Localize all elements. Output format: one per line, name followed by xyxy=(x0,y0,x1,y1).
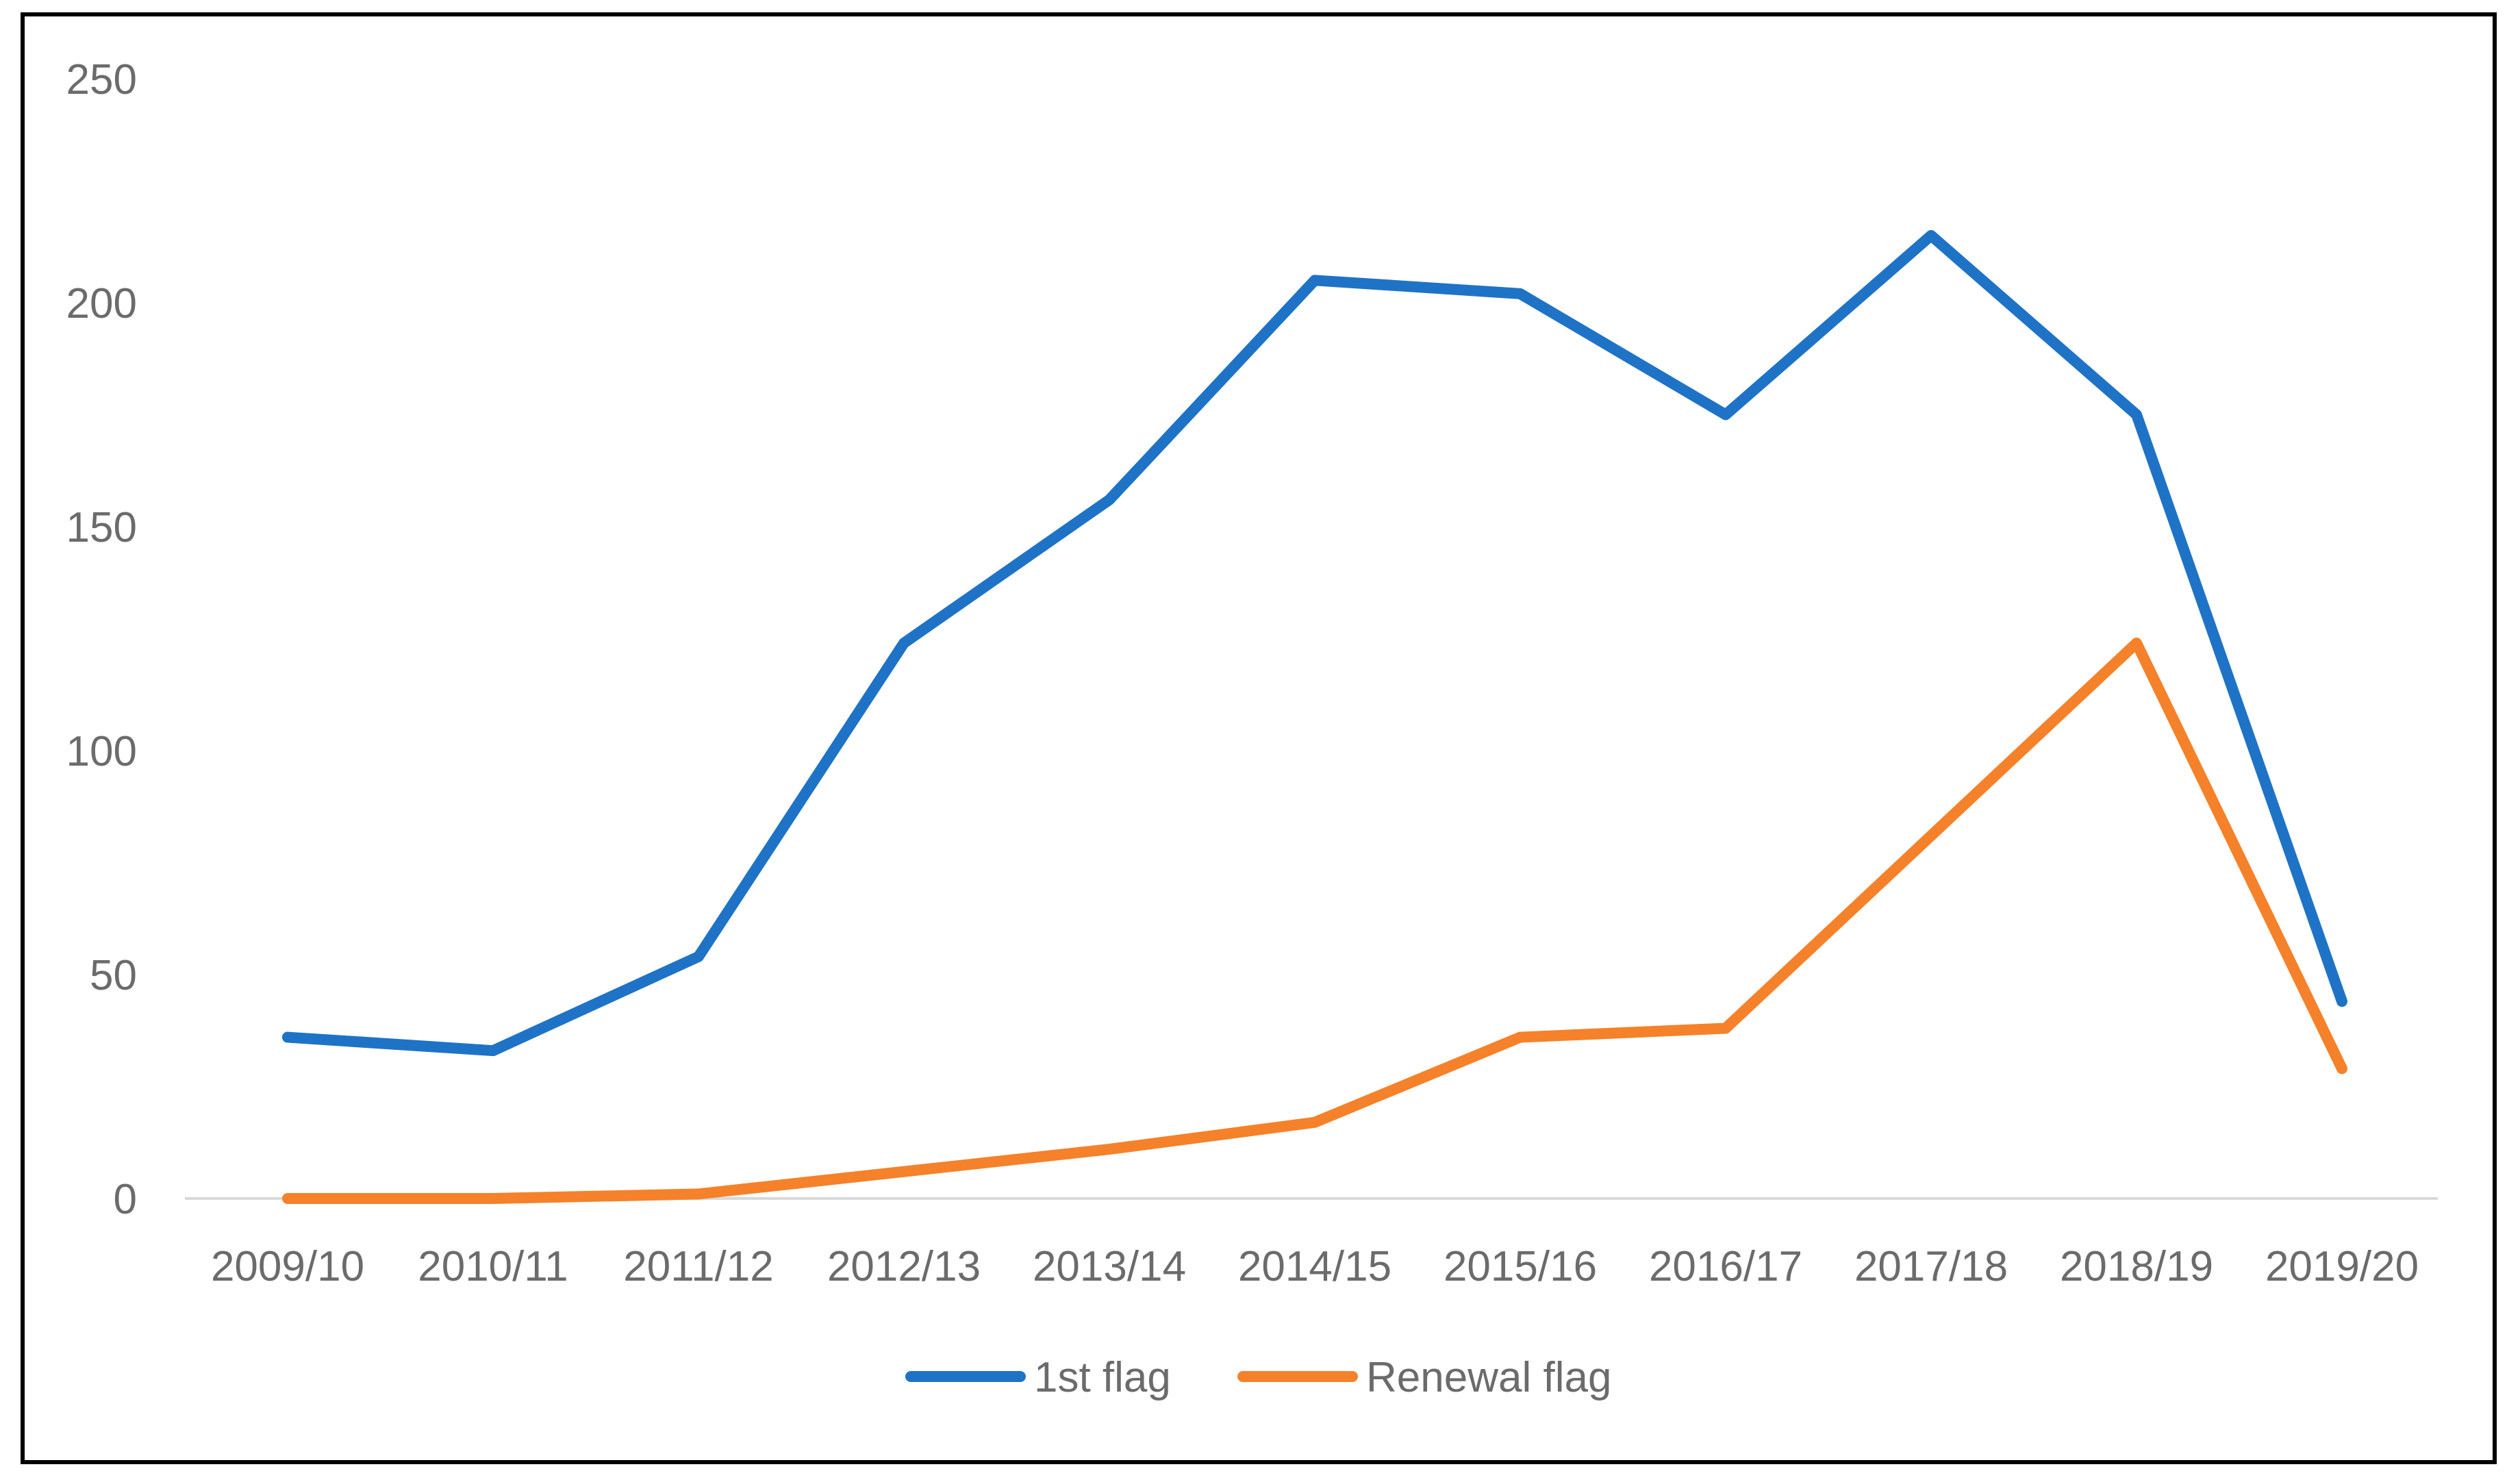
data-point xyxy=(1720,410,1731,420)
x-tick-label: 2013/14 xyxy=(1033,1243,1186,1290)
series-layer xyxy=(282,229,2347,1204)
data-point xyxy=(1926,230,1937,241)
axis-layer: 0 50 100 150 200 250 2009/10 2010/11 2011/12 2012… xyxy=(66,56,2438,1290)
data-point xyxy=(898,1166,909,1177)
y-tick-label: 150 xyxy=(66,504,137,551)
y-tick-label: 50 xyxy=(90,952,137,999)
x-tick-label: 2012/13 xyxy=(827,1243,981,1290)
series-line-1 xyxy=(282,229,2347,1057)
legend-label-1: 1st flag xyxy=(1034,1354,1171,1401)
legend: 1st flag Renewal flag xyxy=(905,1354,1611,1401)
series-line-2 xyxy=(282,638,2347,1204)
x-tick-label: 2010/11 xyxy=(418,1243,568,1290)
data-point xyxy=(898,638,909,649)
data-point xyxy=(488,1193,499,1204)
data-point xyxy=(2131,410,2142,420)
data-point xyxy=(1104,1144,1115,1155)
x-tick-label: 2014/15 xyxy=(1238,1243,1391,1290)
data-point xyxy=(488,1045,499,1056)
data-point xyxy=(1309,275,1320,286)
data-point xyxy=(1926,830,1937,841)
data-point xyxy=(1515,288,1526,299)
y-tick-label: 250 xyxy=(66,56,137,103)
y-tick-label: 200 xyxy=(66,280,137,327)
data-point xyxy=(1309,1117,1320,1128)
chart-frame xyxy=(21,12,2497,1464)
x-tick-label: 2016/17 xyxy=(1649,1243,1802,1290)
x-tick-label: 2018/19 xyxy=(2060,1243,2213,1290)
x-tick-label: 2011/12 xyxy=(623,1243,774,1290)
y-tick-label: 100 xyxy=(66,728,137,775)
data-point xyxy=(693,951,704,962)
data-point xyxy=(1720,1022,1731,1033)
y-tick-label: 0 xyxy=(114,1176,137,1223)
data-point xyxy=(282,1193,293,1204)
data-point xyxy=(282,1032,293,1043)
data-point xyxy=(2336,1063,2347,1074)
data-point xyxy=(2336,996,2347,1007)
legend-label-2: Renewal flag xyxy=(1366,1354,1611,1401)
x-tick-label: 2017/18 xyxy=(1854,1243,2008,1290)
data-point xyxy=(693,1188,704,1199)
data-point xyxy=(2131,638,2142,649)
x-tick-label: 2009/10 xyxy=(211,1243,364,1290)
data-point xyxy=(1104,494,1115,505)
x-tick-label: 2015/16 xyxy=(1444,1243,1597,1290)
x-tick-label: 2019/20 xyxy=(2265,1243,2419,1290)
data-point xyxy=(1515,1032,1526,1043)
